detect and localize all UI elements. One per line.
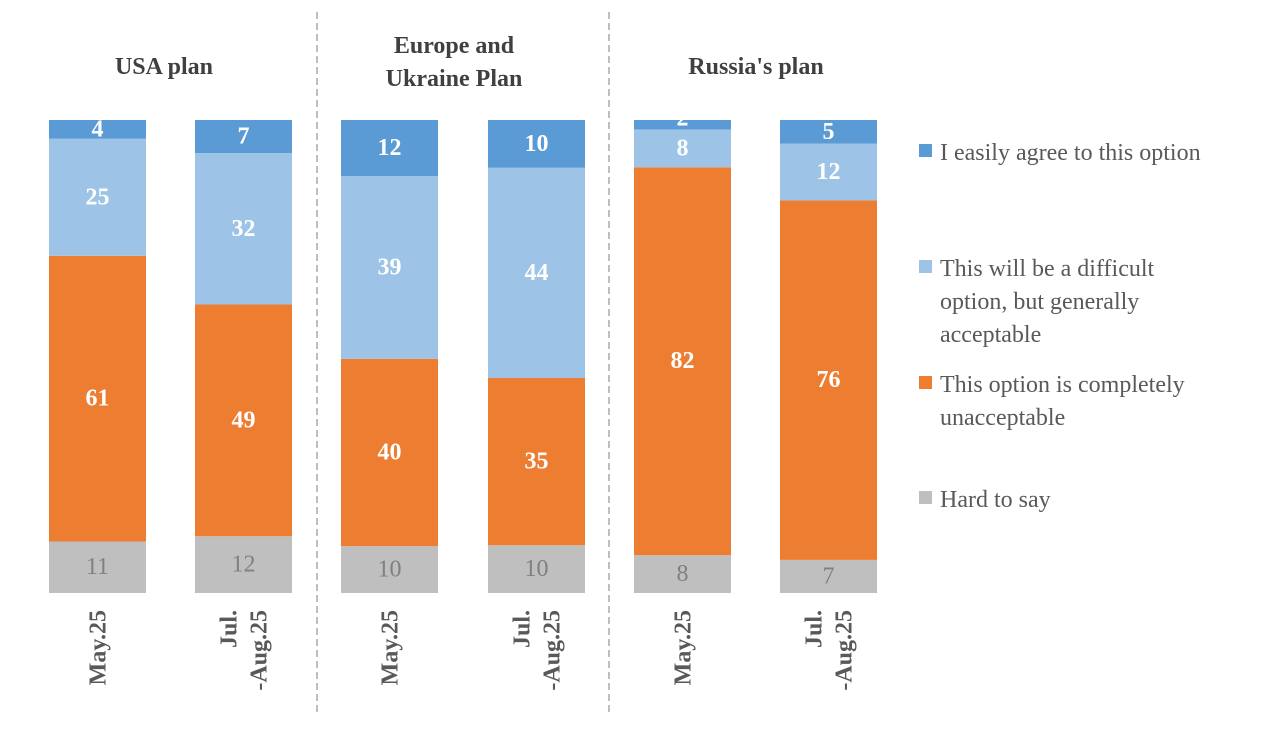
data-label: 12 <box>817 159 841 185</box>
data-label: 12 <box>378 135 402 161</box>
legend-label: This option is completely <box>940 372 1185 398</box>
data-label: 40 <box>378 440 402 466</box>
bar-segment <box>195 536 292 593</box>
bar-segment <box>634 555 731 593</box>
bar-segment <box>488 545 585 593</box>
bar-segment <box>780 200 877 560</box>
data-label: 8 <box>677 135 689 161</box>
category-label: May.25 <box>86 610 112 685</box>
data-label: 2 <box>677 106 689 132</box>
legend-label: This will be a difficult <box>940 256 1155 282</box>
data-label: 10 <box>378 557 402 583</box>
legend-swatch <box>919 144 932 157</box>
bar-segment <box>49 138 146 256</box>
data-label: 10 <box>525 131 549 157</box>
bar-segment <box>488 120 585 168</box>
category-label: Jul. <box>217 610 243 648</box>
bar-segment <box>195 304 292 537</box>
legend-swatch <box>919 491 932 504</box>
bar-segment <box>780 120 877 144</box>
legend-label: acceptable <box>940 322 1041 348</box>
data-label: 11 <box>86 554 109 580</box>
bar-segment <box>49 255 146 542</box>
data-label: 12 <box>232 552 256 578</box>
bar-segment <box>49 541 146 593</box>
bar-segment <box>195 153 292 305</box>
bar-segment <box>780 143 877 201</box>
data-label: 35 <box>525 449 549 475</box>
bar-segment <box>341 358 438 547</box>
bar-segment <box>634 129 731 168</box>
data-label: 49 <box>232 407 256 433</box>
category-label: Jul. <box>510 610 536 648</box>
data-label: 5 <box>823 119 835 145</box>
data-label: 76 <box>817 367 841 393</box>
category-label: Jul. <box>802 610 828 648</box>
bar-segment <box>634 167 731 556</box>
category-label: -Aug.25 <box>247 610 273 691</box>
data-label: 7 <box>823 563 835 589</box>
legend-label: option, but generally <box>940 289 1139 315</box>
data-label: 39 <box>378 255 402 281</box>
bar-segment <box>341 546 438 593</box>
data-label: 82 <box>671 348 695 374</box>
bar-segment <box>634 120 731 130</box>
bar-segment <box>195 120 292 154</box>
data-label: 32 <box>232 216 256 242</box>
data-label: 25 <box>86 184 110 210</box>
legend-swatch <box>919 260 932 273</box>
legend-swatch <box>919 376 932 389</box>
category-label: -Aug.25 <box>832 610 858 691</box>
legend-label: unacceptable <box>940 405 1065 431</box>
bar-segment <box>341 120 438 177</box>
data-label: 7 <box>238 124 250 150</box>
bar-segment <box>341 176 438 359</box>
legend-label: I easily agree to this option <box>940 140 1201 166</box>
bar-segment <box>780 559 877 593</box>
bar-segment <box>488 378 585 546</box>
legend-label: Hard to say <box>940 487 1051 513</box>
bar-segment <box>488 167 585 378</box>
data-label: 4 <box>92 116 104 142</box>
category-label: May.25 <box>378 610 404 685</box>
group-title: USA plan <box>115 54 213 80</box>
group-title: Ukraine Plan <box>386 66 523 92</box>
group-title: Europe and <box>394 33 515 59</box>
bar-segment <box>49 120 146 139</box>
category-label: -Aug.25 <box>540 610 566 691</box>
category-label: May.25 <box>671 610 697 685</box>
data-label: 10 <box>525 556 549 582</box>
data-label: 8 <box>677 561 689 587</box>
data-label: 61 <box>86 386 110 412</box>
group-title: Russia's plan <box>688 54 823 80</box>
data-label: 44 <box>525 260 549 286</box>
